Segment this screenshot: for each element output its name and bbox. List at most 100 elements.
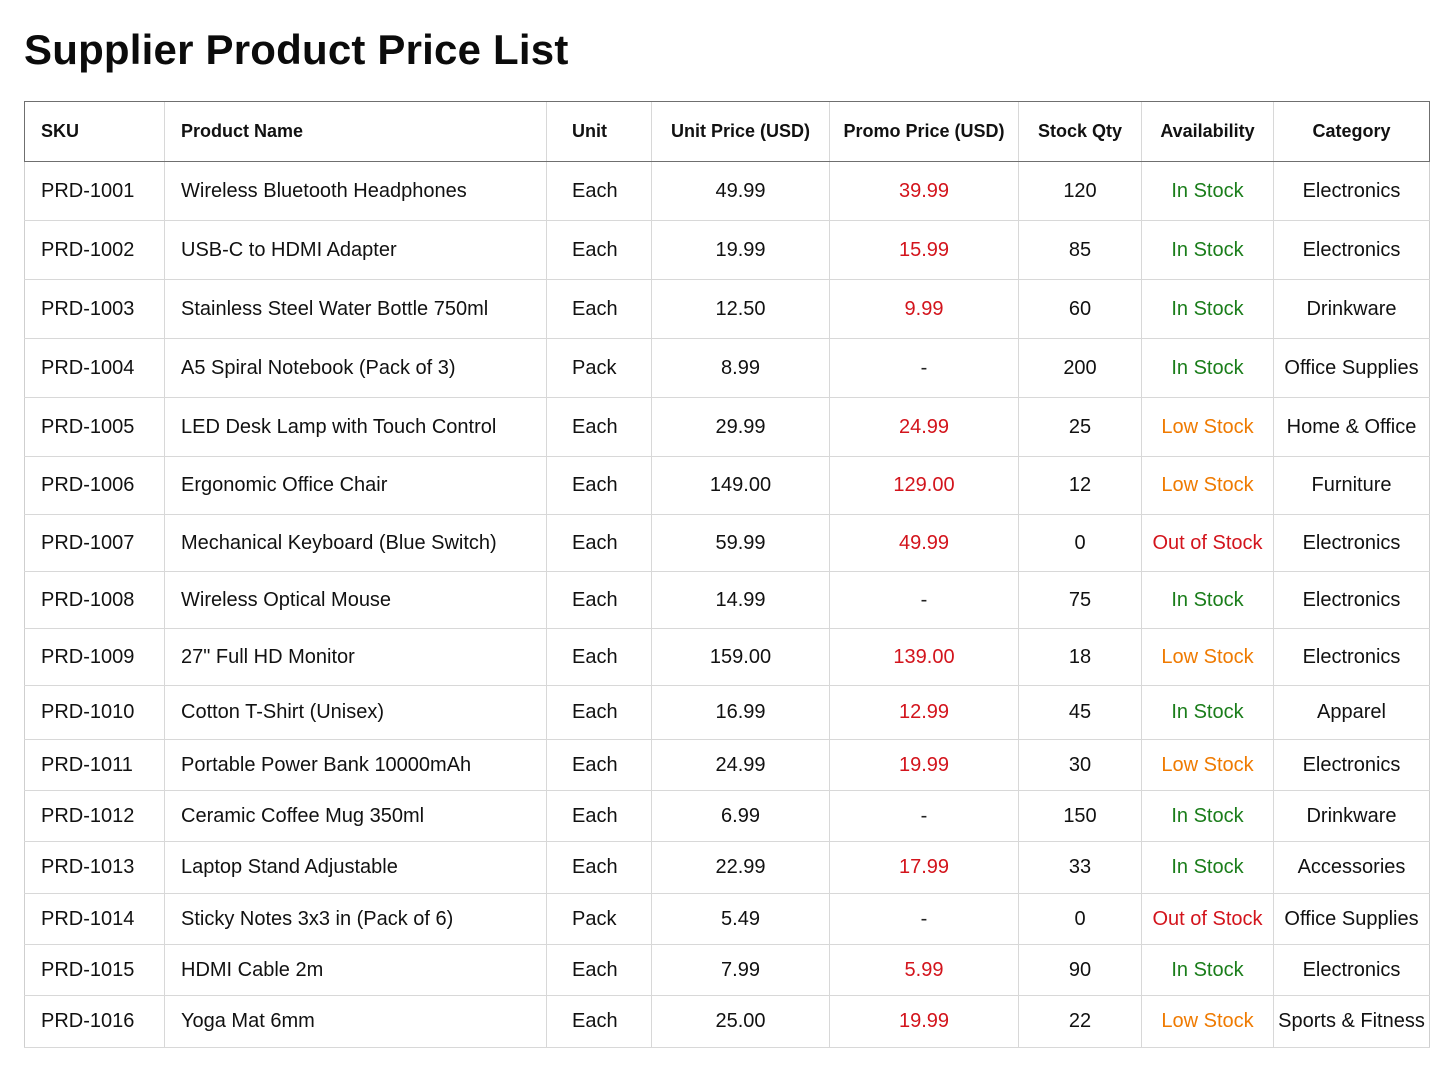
category-cell: Office Supplies (1273, 338, 1430, 398)
stock-qty-cell: 22 (1018, 995, 1142, 1048)
table-row: PRD-1011 Portable Power Bank 10000mAh Each… (24, 739, 1430, 791)
column-header-stock-qty: Stock Qty (1018, 101, 1142, 162)
availability-cell: In Stock (1141, 944, 1274, 996)
promo-price-cell: - (829, 338, 1019, 398)
availability-cell: In Stock (1141, 220, 1274, 280)
availability-cell: Low Stock (1141, 995, 1274, 1048)
stock-qty-cell: 30 (1018, 739, 1142, 791)
stock-qty-cell: 0 (1018, 893, 1142, 945)
category-cell: Drinkware (1273, 790, 1430, 842)
product-name-cell: Cotton T-Shirt (Unisex) (164, 685, 547, 740)
table-row: PRD-1010 Cotton T-Shirt (Unisex) Each 16.99… (24, 685, 1430, 740)
unit-price-cell: 14.99 (651, 571, 830, 629)
sku-cell: PRD-1016 (24, 995, 165, 1048)
category-cell: Electronics (1273, 161, 1430, 221)
stock-qty-cell: 0 (1018, 514, 1142, 572)
column-header-promo-price: Promo Price (USD) (829, 101, 1019, 162)
category-cell: Home & Office (1273, 397, 1430, 457)
unit-cell: Each (546, 514, 652, 572)
unit-cell: Each (546, 739, 652, 791)
product-name-cell: Wireless Bluetooth Headphones (164, 161, 547, 221)
unit-price-cell: 59.99 (651, 514, 830, 572)
table-row: PRD-1003 Stainless Steel Water Bottle 750… (24, 279, 1430, 339)
promo-price-cell: - (829, 893, 1019, 945)
table-row: PRD-1001 Wireless Bluetooth Headphones Eac… (24, 161, 1430, 221)
table-row: PRD-1005 LED Desk Lamp with Touch Control… (24, 397, 1430, 457)
column-header-category: Category (1273, 101, 1430, 162)
stock-qty-cell: 25 (1018, 397, 1142, 457)
product-name-cell: Laptop Stand Adjustable (164, 841, 547, 894)
unit-price-cell: 29.99 (651, 397, 830, 457)
product-name-cell: Ceramic Coffee Mug 350ml (164, 790, 547, 842)
unit-cell: Pack (546, 338, 652, 398)
unit-cell: Each (546, 995, 652, 1048)
promo-price-cell: 17.99 (829, 841, 1019, 894)
category-cell: Electronics (1273, 739, 1430, 791)
category-cell: Electronics (1273, 628, 1430, 686)
unit-cell: Each (546, 279, 652, 339)
product-name-cell: Mechanical Keyboard (Blue Switch) (164, 514, 547, 572)
header-row: SKU Product Name Unit Unit Price (USD) P… (24, 101, 1430, 162)
promo-price-cell: 19.99 (829, 739, 1019, 791)
unit-price-cell: 22.99 (651, 841, 830, 894)
table-row: PRD-1007 Mechanical Keyboard (Blue Switch… (24, 514, 1430, 572)
category-cell: Accessories (1273, 841, 1430, 894)
column-header-sku: SKU (24, 101, 165, 162)
promo-price-cell: 5.99 (829, 944, 1019, 996)
stock-qty-cell: 33 (1018, 841, 1142, 894)
promo-price-cell: - (829, 790, 1019, 842)
table-row: PRD-1013 Laptop Stand Adjustable Each 22.99… (24, 841, 1430, 894)
unit-cell: Each (546, 456, 652, 515)
category-cell: Sports & Fitness (1273, 995, 1430, 1048)
stock-qty-cell: 85 (1018, 220, 1142, 280)
unit-price-cell: 19.99 (651, 220, 830, 280)
availability-cell: In Stock (1141, 790, 1274, 842)
sku-cell: PRD-1012 (24, 790, 165, 842)
product-name-cell: Wireless Optical Mouse (164, 571, 547, 629)
unit-price-cell: 5.49 (651, 893, 830, 945)
sku-cell: PRD-1004 (24, 338, 165, 398)
product-name-cell: USB-C to HDMI Adapter (164, 220, 547, 280)
unit-cell: Each (546, 571, 652, 629)
table-row: PRD-1016 Yoga Mat 6mm Each 25.00 19.99 22 Low … (24, 995, 1430, 1048)
availability-cell: Low Stock (1141, 456, 1274, 515)
category-cell: Furniture (1273, 456, 1430, 515)
product-name-cell: A5 Spiral Notebook (Pack of 3) (164, 338, 547, 398)
unit-price-cell: 24.99 (651, 739, 830, 791)
column-header-product-name: Product Name (164, 101, 547, 162)
promo-price-cell: - (829, 571, 1019, 629)
unit-cell: Each (546, 397, 652, 457)
sku-cell: PRD-1001 (24, 161, 165, 221)
page-title: Supplier Product Price List (24, 26, 569, 73)
promo-price-cell: 129.00 (829, 456, 1019, 515)
availability-cell: In Stock (1141, 571, 1274, 629)
unit-price-cell: 8.99 (651, 338, 830, 398)
promo-price-cell: 19.99 (829, 995, 1019, 1048)
promo-price-cell: 9.99 (829, 279, 1019, 339)
availability-cell: Out of Stock (1141, 893, 1274, 945)
category-cell: Electronics (1273, 220, 1430, 280)
unit-price-cell: 49.99 (651, 161, 830, 221)
unit-cell: Each (546, 628, 652, 686)
sku-cell: PRD-1009 (24, 628, 165, 686)
sku-cell: PRD-1005 (24, 397, 165, 457)
stock-qty-cell: 150 (1018, 790, 1142, 842)
unit-cell: Each (546, 220, 652, 280)
unit-price-cell: 149.00 (651, 456, 830, 515)
category-cell: Apparel (1273, 685, 1430, 740)
sku-cell: PRD-1011 (24, 739, 165, 791)
table-row: PRD-1012 Ceramic Coffee Mug 350ml Each 6.99… (24, 790, 1430, 842)
sku-cell: PRD-1007 (24, 514, 165, 572)
sku-cell: PRD-1013 (24, 841, 165, 894)
availability-cell: In Stock (1141, 338, 1274, 398)
unit-cell: Each (546, 790, 652, 842)
column-header-unit-price: Unit Price (USD) (651, 101, 830, 162)
stock-qty-cell: 60 (1018, 279, 1142, 339)
table-body: PRD-1001 Wireless Bluetooth Headphones Eac… (24, 161, 1430, 1048)
promo-price-cell: 12.99 (829, 685, 1019, 740)
price-list-table: SKU Product Name Unit Unit Price (USD) P… (24, 101, 1430, 1048)
table-row: PRD-1015 HDMI Cable 2m Each 7.99 5.99 90 In St… (24, 944, 1430, 996)
availability-cell: Low Stock (1141, 628, 1274, 686)
availability-cell: In Stock (1141, 841, 1274, 894)
stock-qty-cell: 75 (1018, 571, 1142, 629)
